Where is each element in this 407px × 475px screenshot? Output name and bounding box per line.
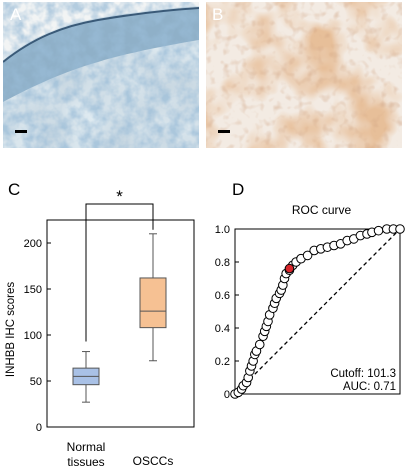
roc-y-tick-label-0: 0 bbox=[224, 389, 230, 401]
panel-label-c: C bbox=[8, 180, 20, 199]
micrograph-oscc-tissue bbox=[206, 2, 402, 148]
roc-title: ROC curve bbox=[292, 203, 352, 217]
y-tick-label-3: 150 bbox=[24, 284, 42, 296]
y-tick-label-0: 0 bbox=[36, 422, 42, 434]
roc-y-tick-label-1: 0.2 bbox=[215, 356, 230, 368]
cutoff-annotation: Cutoff: 101.3 bbox=[330, 368, 396, 380]
roc-y-tick-label-5: 1.0 bbox=[215, 224, 230, 236]
auc-annotation: AUC: 0.71 bbox=[343, 381, 396, 393]
micrograph-normal-tissue bbox=[3, 2, 199, 148]
y-axis-label: INHBB IHC scores bbox=[5, 282, 17, 377]
significance-star: * bbox=[116, 187, 123, 206]
panel-label-d: D bbox=[232, 180, 244, 199]
roc-curve-chart: D ROC curve 0 0.2 0.4 0.6 0.8 1.0 Cutoff: 101.3A… bbox=[215, 180, 405, 401]
y-tick-label-4: 200 bbox=[24, 238, 42, 250]
category-label-0-1: tissues bbox=[67, 455, 104, 469]
box-plot-inhbb: C 0 50 100 150 200 INHBB IHC scores Normaltissu… bbox=[5, 180, 195, 469]
roc-point-11 bbox=[254, 339, 265, 350]
roc-y-tick-label-4: 0.8 bbox=[215, 257, 230, 269]
roc-point-29 bbox=[302, 250, 313, 261]
roc-y-tick-label-3: 0.6 bbox=[215, 290, 230, 302]
significance-bracket bbox=[85, 203, 154, 342]
micrograph-a-image bbox=[3, 2, 199, 148]
y-tick-label-1: 50 bbox=[30, 376, 42, 388]
roc-cutoff-point bbox=[284, 263, 295, 274]
panel-label-a: A bbox=[10, 5, 22, 24]
box-1 bbox=[139, 277, 167, 329]
roc-point-43 bbox=[395, 224, 405, 234]
reference-diagonal bbox=[234, 228, 401, 395]
plot-frame-c bbox=[46, 219, 195, 428]
y-tick-label-2: 100 bbox=[24, 330, 42, 342]
plot-frame-d bbox=[234, 228, 401, 395]
category-label-1-0: OSCCs bbox=[133, 454, 174, 468]
roc-point-40 bbox=[373, 225, 384, 236]
roc-y-tick-label-2: 0.4 bbox=[215, 323, 230, 335]
panel-label-b: B bbox=[212, 5, 224, 24]
category-label-0-0: Normal bbox=[67, 440, 106, 454]
micrograph-b-image bbox=[206, 2, 402, 148]
